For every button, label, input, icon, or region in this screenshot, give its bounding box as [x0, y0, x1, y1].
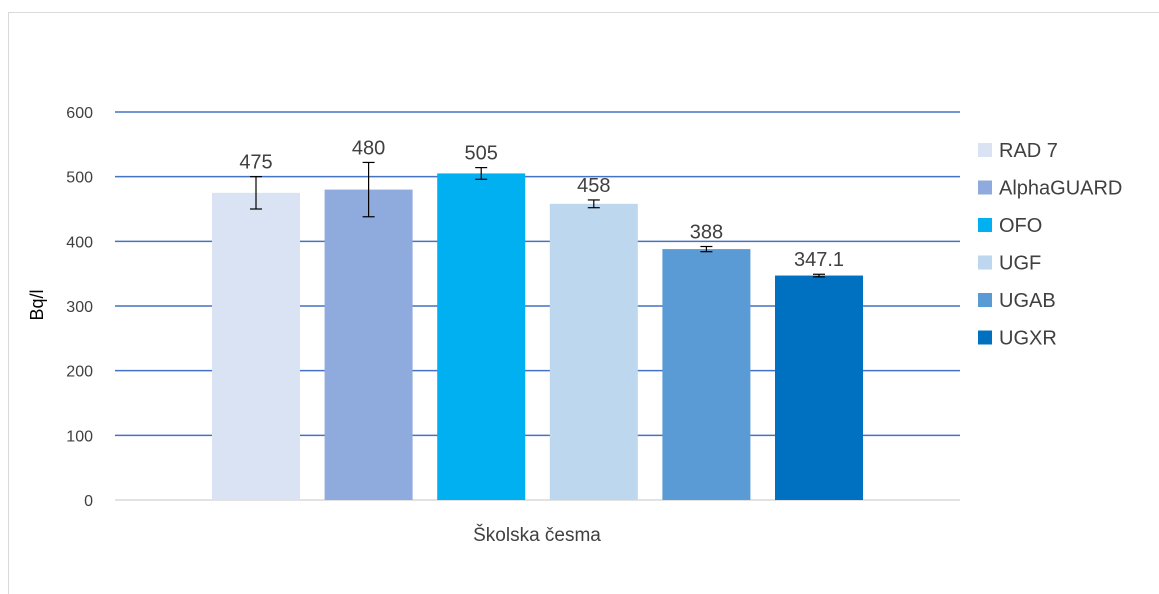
legend-label-alphaguard: AlphaGUARD: [999, 178, 1122, 200]
data-label-alphaguard: 480: [352, 137, 385, 159]
bar-ofo: [437, 173, 526, 500]
error-bar-alphaguard: [362, 161, 375, 218]
bar-ugab: [662, 249, 751, 500]
error-bar-ugab: [700, 245, 713, 253]
legend-label-ugxr: UGXR: [999, 328, 1057, 350]
legend-label-ugf: UGF: [999, 253, 1041, 275]
data-labels: 475 480 505 458 388 347.1: [239, 137, 844, 271]
legend-item-ugxr[interactable]: UGXR: [978, 328, 1057, 350]
legend-label-ugab: UGAB: [999, 290, 1056, 312]
legend-item-ofo[interactable]: OFO: [978, 215, 1042, 237]
y-tick-label-100: 100: [66, 428, 93, 445]
data-label-ugab: 388: [690, 222, 723, 244]
error-bar-ugxr: [813, 273, 825, 278]
legend-swatch-alphaguard: [978, 180, 992, 195]
y-axis-ticks: 0 100 200 300 400 500 600: [66, 105, 93, 510]
y-tick-label-500: 500: [66, 170, 93, 187]
error-bar-ugf: [587, 199, 600, 209]
legend-swatch-ugab: [978, 293, 992, 307]
y-tick-label-200: 200: [66, 364, 93, 381]
legend-swatch-rad-7: [978, 143, 992, 157]
y-tick-label-400: 400: [66, 234, 93, 251]
data-label-ofo: 505: [465, 143, 498, 165]
bar-ugxr: [775, 275, 863, 500]
legend-item-ugab[interactable]: UGAB: [978, 290, 1056, 312]
legend-swatch-ugf: [978, 255, 992, 270]
bars: [212, 173, 863, 501]
legend-item-alphaguard[interactable]: AlphaGUARD: [978, 178, 1122, 200]
y-axis-title: Bq/l: [27, 289, 47, 320]
y-tick-label-0: 0: [84, 493, 93, 510]
error-bar-rad-7: [250, 176, 262, 210]
y-tick-label-600: 600: [66, 105, 93, 122]
data-label-ugxr: 347.1: [794, 249, 844, 271]
legend-swatch-ofo: [978, 218, 992, 232]
data-label-ugf: 458: [577, 175, 610, 197]
legend-item-ugf[interactable]: UGF: [978, 253, 1041, 275]
legend[interactable]: RAD 7 AlphaGUARD OFO UGF UGAB UGXR: [978, 140, 1122, 350]
bar-ugf: [549, 203, 638, 500]
legend-item-rad-7[interactable]: RAD 7: [978, 140, 1058, 162]
legend-label-ofo: OFO: [999, 215, 1042, 237]
bar-alphaguard: [324, 189, 413, 500]
y-tick-label-300: 300: [66, 299, 93, 316]
bar-rad-7: [212, 192, 300, 501]
error-bar-ofo: [475, 167, 488, 180]
data-label-rad-7: 475: [239, 152, 272, 174]
category-label: Školska česma: [473, 524, 601, 546]
error-bars: [250, 161, 825, 278]
legend-label-rad-7: RAD 7: [999, 140, 1058, 162]
legend-swatch-ugxr: [978, 330, 992, 345]
